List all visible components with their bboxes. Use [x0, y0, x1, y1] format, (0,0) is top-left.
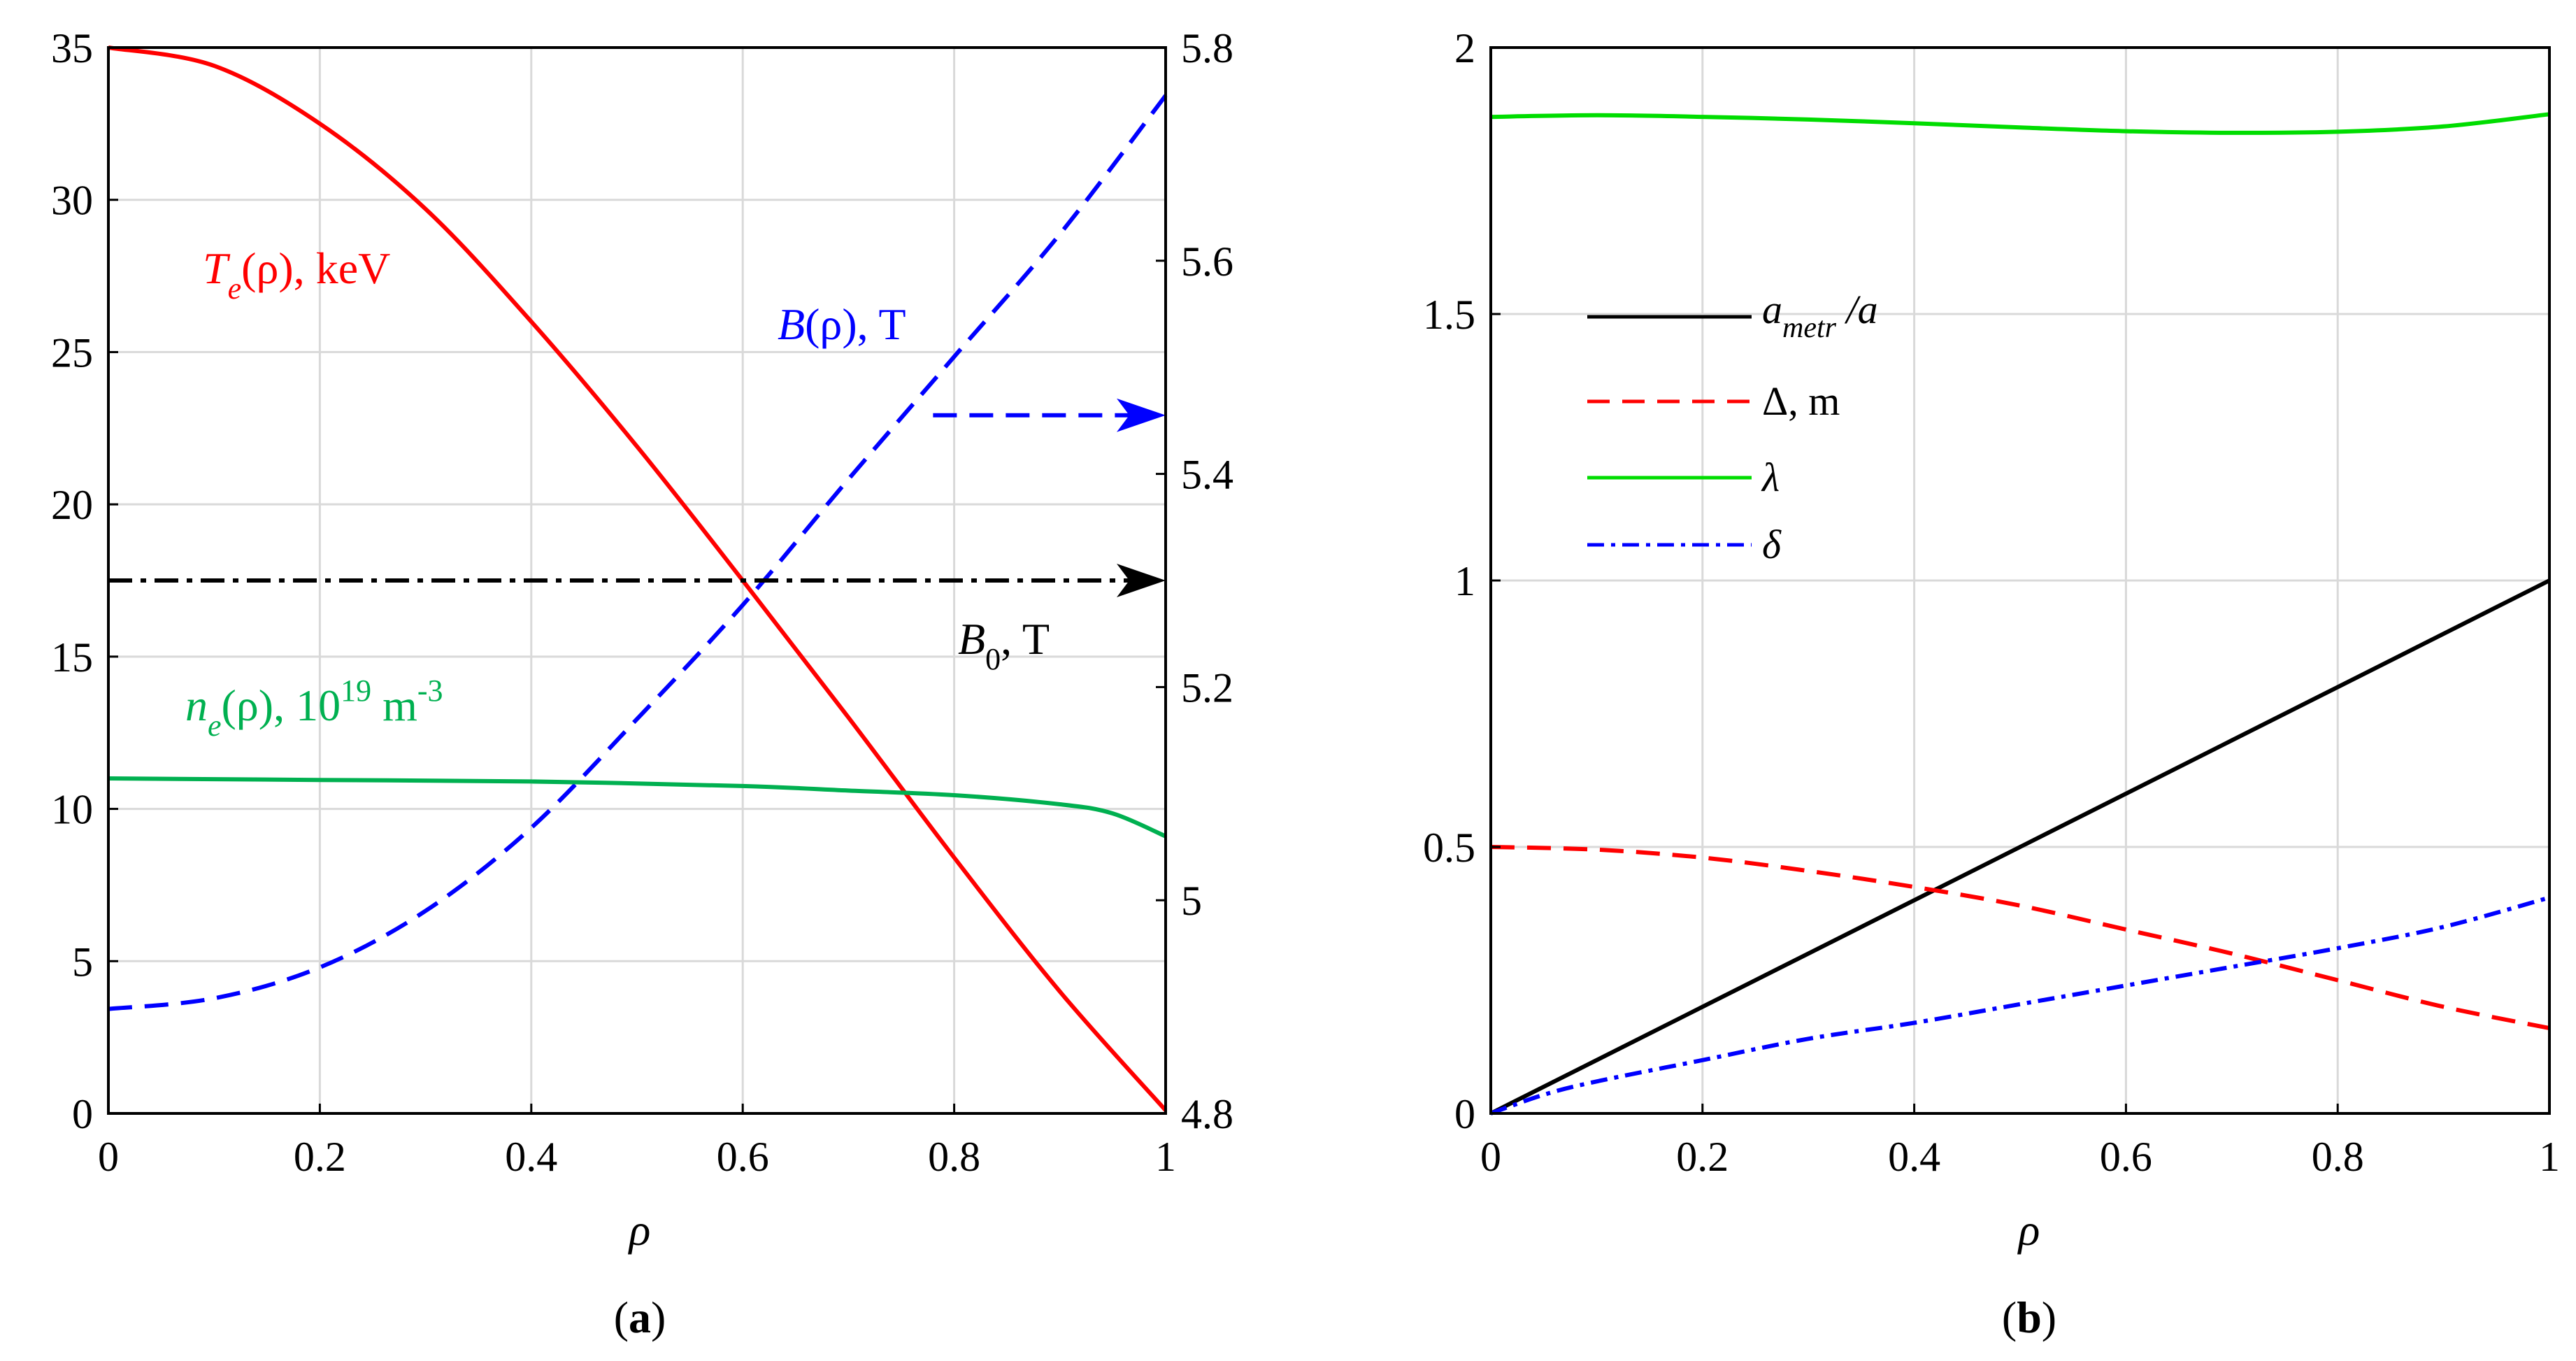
- b0-arrow-head: [1117, 564, 1166, 597]
- legend-ametr-sub: metr: [1782, 312, 1837, 344]
- panel-b: 0 0.2 0.4 0.6 0.8 1 0 0.5 1 1.5 2 ametr /a Δ, m λ …: [1423, 25, 2560, 1342]
- legend-ametr-main: a: [1762, 287, 1782, 332]
- legend-ametr-tail: /a: [1836, 287, 1878, 332]
- te-label-sub: e: [228, 271, 242, 306]
- panel-a-ytick-label: 10: [51, 787, 93, 833]
- ne-label-sup: 19: [341, 674, 371, 708]
- panel-a-frame: [107, 46, 1167, 1115]
- ne-label-unit-sup: -3: [417, 674, 443, 708]
- b0-label-tail: , T: [1001, 614, 1050, 664]
- panel-a-ytick-right-label: 5.6: [1181, 238, 1233, 285]
- ne-label-sub: e: [208, 708, 222, 743]
- ne-label-main: n: [185, 680, 208, 730]
- panel-b-ticks: 0 0.2 0.4 0.6 0.8 1 0 0.5 1 1.5 2: [1423, 25, 2560, 1180]
- panel-a-series-b: [108, 94, 1168, 1011]
- panel-a-xtick-label: 0.4: [505, 1134, 557, 1180]
- panel-a-xtick-label: 1: [1155, 1134, 1176, 1180]
- panel-a-xtick-label: 0: [98, 1134, 119, 1180]
- panel-a-series-ne: [108, 776, 1167, 839]
- panel-b-xtick-label: 0.2: [1676, 1134, 1729, 1180]
- panel-b-xlabel: ρ: [2017, 1205, 2040, 1255]
- panel-a-ticks: 0 0.2 0.4 0.6 0.8 1051015202530354.855.25.45.…: [51, 25, 1233, 1180]
- b-arrow-head: [1117, 398, 1166, 432]
- panel-b-ytick-label: 1.5: [1423, 292, 1475, 338]
- panel-b-series--: [1490, 112, 2550, 135]
- panel-b-grid: [1489, 46, 2551, 1115]
- ne-label-unit: m: [371, 680, 417, 730]
- panel-b-ytick-label: 1: [1454, 558, 1475, 604]
- b-label: B(ρ), T: [778, 299, 906, 349]
- panel-b-series--: [1490, 895, 2550, 1116]
- b0-label-main: B: [958, 614, 985, 664]
- panel-a-ytick-right-label: 5.4: [1181, 452, 1233, 498]
- panel-a-annotations: Te(ρ), keV B(ρ), T ne(ρ), 1019 m-3 B0, T: [185, 243, 1050, 743]
- panel-a-xtick-label: 0.2: [294, 1134, 346, 1180]
- legend-label-delta-small: δ: [1762, 522, 1782, 567]
- panel-b-legend: ametr /a Δ, m λ δ: [1587, 287, 1878, 567]
- panel-b-series-a-metr-a: [1489, 578, 2551, 1116]
- legend-label-lambda: λ: [1761, 455, 1780, 500]
- ne-label-tail: (ρ), 10: [222, 680, 341, 730]
- panel-b-ytick-label: 0.5: [1423, 825, 1475, 871]
- b-label-main: B: [778, 299, 805, 349]
- panel-a-xtick-label: 0.6: [717, 1134, 769, 1180]
- panel-a-xlabel: ρ: [628, 1205, 651, 1255]
- panel-a-series: [108, 45, 1168, 1112]
- panel-a-ytick-label: 5: [72, 939, 93, 985]
- panel-a-ytick-right-label: 5.2: [1181, 664, 1233, 711]
- panel-b-xtick-label: 1: [2539, 1134, 2560, 1180]
- panel-a-ytick-label: 20: [51, 482, 93, 528]
- panel-b-xtick-label: 0.6: [2100, 1134, 2152, 1180]
- panel-b-series: [1489, 112, 2551, 1116]
- panel-b-caption: (b): [2002, 1292, 2056, 1342]
- legend-label-ametr: ametr /a: [1762, 287, 1878, 344]
- b0-label-sub: 0: [985, 642, 1001, 676]
- panel-b-series--: [1490, 845, 2550, 1031]
- panel-b-xtick-label: 0.4: [1888, 1134, 1940, 1180]
- panel-a-ytick-label: 0: [72, 1091, 93, 1137]
- panel-b-caption-letter: b: [2017, 1292, 2042, 1342]
- panel-a-ytick-right-label: 4.8: [1181, 1091, 1233, 1137]
- te-label-main: T: [203, 243, 231, 293]
- ne-label: ne(ρ), 1019 m-3: [185, 674, 443, 743]
- panel-a-series-te: [108, 45, 1168, 1112]
- te-label: Te(ρ), keV: [203, 243, 390, 306]
- panel-a-xtick-label: 0.8: [928, 1134, 980, 1180]
- panel-a-ytick-label: 35: [51, 25, 93, 71]
- panel-b-ytick-label: 0: [1454, 1091, 1475, 1137]
- panel-b-ytick-label: 2: [1454, 25, 1475, 71]
- panel-a-ytick-label: 30: [51, 178, 93, 224]
- panel-a-ytick-label: 15: [51, 634, 93, 680]
- panel-b-xtick-label: 0.8: [2312, 1134, 2364, 1180]
- legend-label-delta: Δ, m: [1762, 378, 1840, 424]
- b0-label: B0, T: [958, 614, 1050, 676]
- panel-a-ytick-label: 25: [51, 329, 93, 376]
- b-label-tail: (ρ), T: [805, 299, 906, 349]
- panel-a-ytick-right-label: 5: [1181, 878, 1202, 924]
- panel-a-caption-letter: a: [629, 1292, 651, 1342]
- panel-b-xtick-label: 0: [1480, 1134, 1501, 1180]
- panel-a-caption: (a): [614, 1292, 666, 1342]
- te-label-tail: (ρ), keV: [241, 243, 390, 293]
- panel-a: 0 0.2 0.4 0.6 0.8 1051015202530354.855.25.45.…: [51, 25, 1233, 1342]
- panel-a-ytick-right-label: 5.8: [1181, 25, 1233, 71]
